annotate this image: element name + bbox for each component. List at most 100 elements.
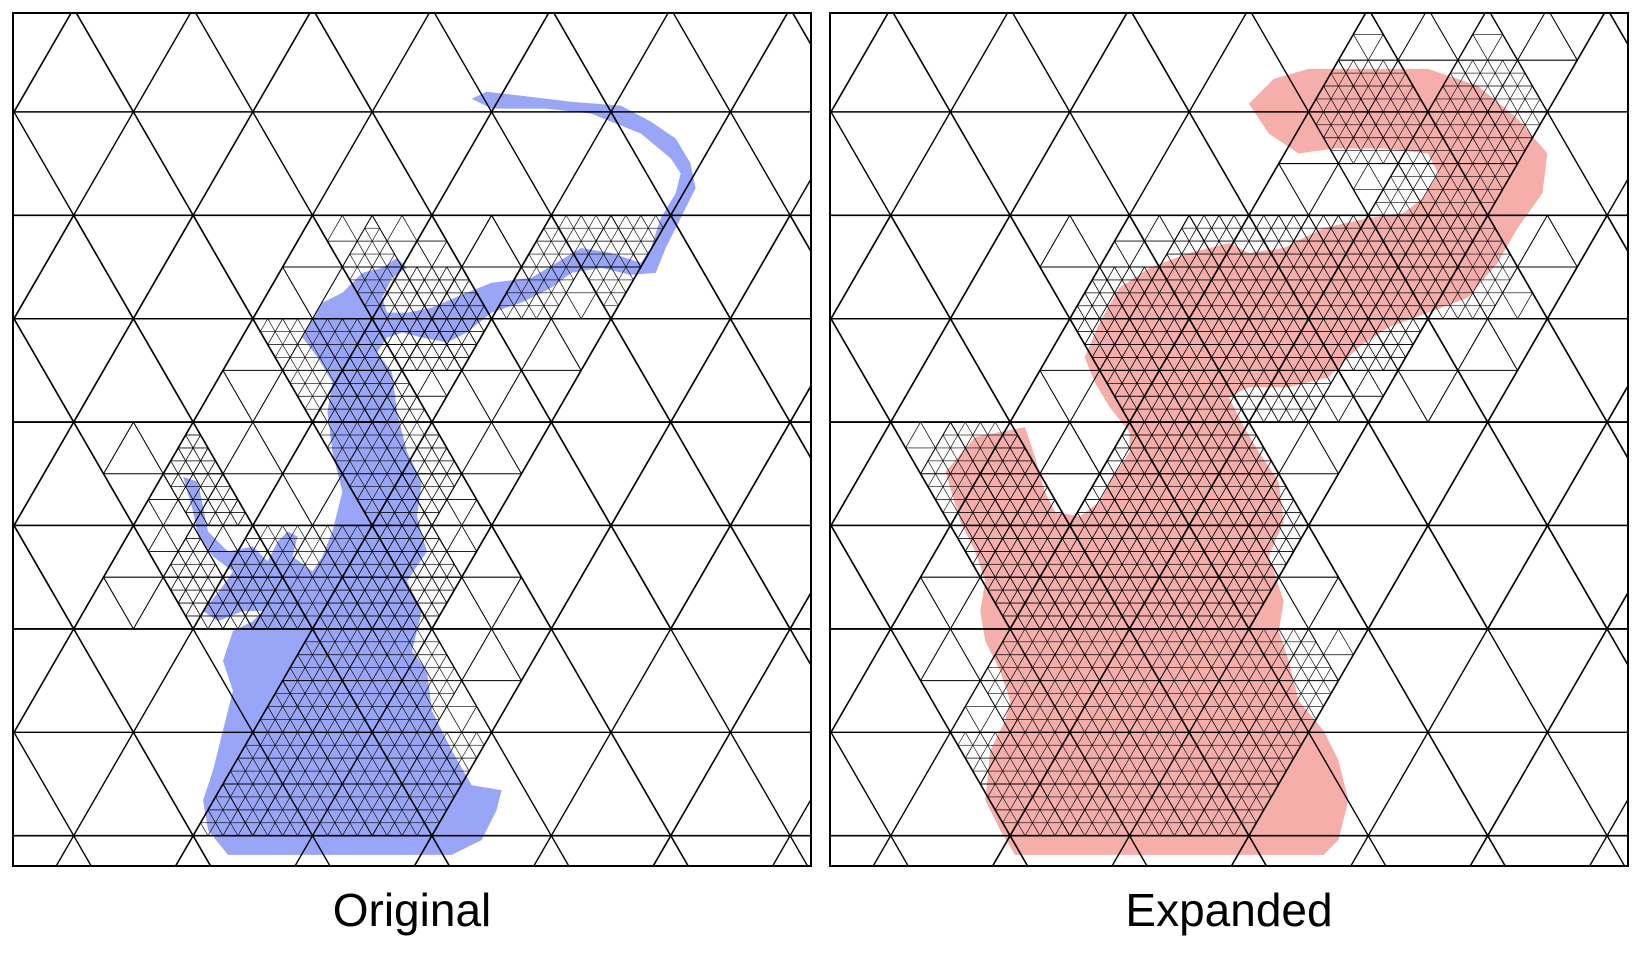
mesh-edge (401, 757, 410, 772)
mesh-edge (342, 344, 351, 358)
mesh-edge (446, 499, 463, 526)
mesh-edge (1226, 305, 1235, 319)
mesh-edge (1159, 396, 1168, 410)
mesh-edge (1233, 409, 1242, 423)
mesh-edge (312, 693, 321, 707)
mesh-edge (282, 745, 291, 759)
mesh-edge (1188, 240, 1197, 255)
mesh-edge (439, 266, 448, 281)
mesh-edge (371, 396, 380, 410)
mesh-edge (319, 770, 328, 785)
mesh-edge (1151, 396, 1160, 410)
mesh-edge (379, 305, 388, 319)
mesh-edge (327, 215, 343, 242)
mesh-edge (416, 577, 425, 591)
mesh-edge (401, 344, 410, 358)
mesh-edge (1263, 357, 1272, 371)
mesh-edge (297, 615, 306, 630)
mesh-edge (252, 602, 261, 617)
mesh-edge (1174, 266, 1182, 281)
mesh-edge (491, 370, 522, 423)
mesh-edge (379, 409, 388, 423)
mesh-edge (297, 732, 306, 746)
mesh-edge (185, 486, 194, 500)
mesh-edge (282, 266, 313, 319)
mesh-edge (1323, 357, 1332, 371)
mesh-edge (1099, 331, 1108, 345)
mesh-edge (1546, 214, 1608, 320)
mesh-edge (222, 525, 239, 552)
mesh-edge (349, 615, 358, 630)
mesh-coarse-edge (652, 835, 672, 865)
mesh-edge (386, 615, 395, 630)
mesh-edge (379, 421, 388, 436)
mesh-edge (1248, 383, 1257, 397)
mesh-edge (1315, 305, 1324, 319)
mesh-edge (357, 318, 365, 332)
mesh-edge (1166, 253, 1175, 268)
mesh-edge (416, 667, 425, 681)
mesh-edge (618, 253, 627, 268)
mesh-edge (1502, 292, 1518, 319)
mesh-edge (222, 796, 231, 810)
mesh-edge (1099, 589, 1108, 604)
mesh-edge (424, 538, 433, 552)
mesh-edge (431, 654, 440, 668)
mesh-edge (364, 745, 373, 759)
mesh-edge (1420, 240, 1429, 255)
mesh-edge (987, 473, 996, 487)
mesh-edge (655, 215, 664, 229)
mesh-edge (1226, 215, 1235, 229)
mesh-edge (461, 370, 493, 423)
mesh-edge (1338, 292, 1347, 306)
mesh-edge (416, 732, 425, 746)
mesh-edge (1375, 357, 1384, 371)
mesh-coarse-edge (1487, 214, 1608, 423)
mesh-edge (215, 809, 224, 823)
mesh-coarse-edge (1248, 214, 1369, 423)
mesh-edge (431, 602, 440, 617)
mesh-edge (1233, 253, 1242, 268)
mesh-edge (905, 421, 921, 449)
mesh-edge (200, 512, 209, 526)
mesh-edge (1106, 370, 1115, 384)
mesh-edge (207, 564, 216, 578)
mesh-edge (439, 460, 448, 474)
mesh-edge (610, 525, 672, 630)
mesh-edge (357, 460, 365, 474)
mesh-edge (506, 305, 515, 319)
mesh-edge (1084, 305, 1093, 319)
mesh-edge (1263, 253, 1272, 268)
mesh-coarse-edge (553, 14, 672, 216)
mesh-edge (1546, 215, 1578, 268)
mesh-edge (1024, 615, 1033, 630)
mesh-edge (1144, 357, 1153, 371)
mesh-edge (394, 331, 403, 345)
mesh-edge (304, 551, 313, 565)
mesh-edge (1218, 344, 1227, 358)
mesh-edge (327, 564, 336, 578)
mesh-edge (132, 421, 164, 475)
mesh-edge (394, 292, 403, 306)
mesh-edge (603, 292, 612, 306)
mesh-edge (252, 551, 261, 565)
mesh-edge (1114, 240, 1130, 268)
mesh-edge (1368, 344, 1377, 358)
mesh-edge (334, 796, 343, 810)
mesh-edge (1099, 602, 1108, 617)
mesh-edge (379, 318, 388, 332)
mesh-edge (1517, 292, 1533, 319)
mesh-edge (1188, 279, 1197, 293)
mesh-edge (994, 460, 1003, 474)
mesh-edge (1159, 331, 1168, 345)
mesh-edge (431, 370, 448, 397)
mesh-edge (1047, 577, 1056, 591)
mesh-edge (1375, 215, 1384, 229)
mesh-edge (401, 745, 410, 759)
mesh-edge (401, 538, 410, 552)
mesh-edge (297, 783, 306, 798)
mesh-edge (289, 680, 298, 694)
mesh-edge (386, 318, 395, 332)
mesh-edge (379, 253, 388, 268)
mesh-edge (1293, 370, 1302, 384)
